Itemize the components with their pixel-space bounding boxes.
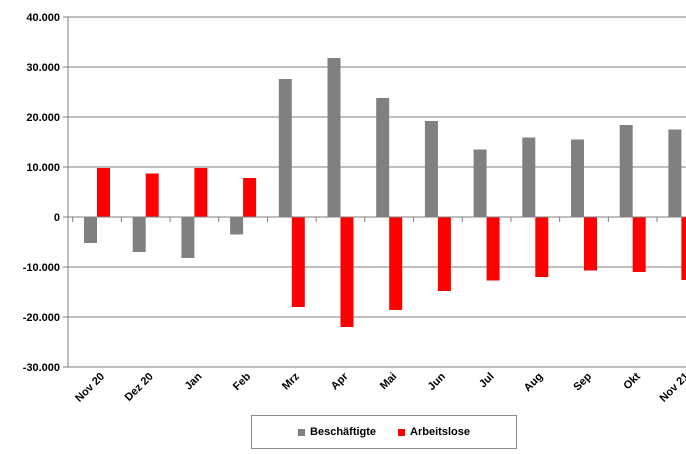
bar-series-1 bbox=[133, 217, 146, 252]
legend-label-series-1: Beschäftigte bbox=[310, 426, 376, 438]
y-tick-labels: 40.000 30.000 20.000 10.000 0 -10.000 -20.000 -… bbox=[23, 12, 60, 374]
bar-series-1 bbox=[522, 138, 535, 218]
bar-series-2 bbox=[389, 217, 402, 310]
y-tick-label: 0 bbox=[54, 212, 60, 224]
bar-series-2 bbox=[243, 178, 256, 217]
bar-series-1 bbox=[376, 98, 389, 217]
x-tick-label: Apr bbox=[329, 370, 351, 392]
bar-series-2 bbox=[633, 217, 646, 272]
bar-series-2 bbox=[97, 168, 110, 217]
bar-series-1 bbox=[620, 125, 633, 217]
x-tick-label: Feb bbox=[231, 370, 254, 393]
legend: Beschäftigte Arbeitslose bbox=[251, 415, 517, 449]
bars bbox=[84, 58, 686, 327]
bar-series-1 bbox=[571, 140, 584, 218]
bar-series-2 bbox=[584, 217, 597, 271]
bar-series-1 bbox=[230, 217, 243, 235]
x-tick-label: Jan bbox=[183, 370, 205, 392]
legend-swatch-series-2 bbox=[398, 429, 405, 436]
legend-item-series-1: Beschäftigte bbox=[298, 426, 376, 438]
bar-series-2 bbox=[535, 217, 548, 277]
bar-series-2 bbox=[681, 217, 686, 280]
bar-series-1 bbox=[328, 58, 341, 217]
x-tick-label: Mrz bbox=[280, 370, 302, 392]
x-tick-label: Jul bbox=[477, 371, 497, 391]
x-tick-label: Sep bbox=[571, 370, 594, 393]
x-tick-label: Jun bbox=[426, 370, 449, 393]
bar-series-2 bbox=[341, 217, 354, 327]
y-tick-label: 30.000 bbox=[26, 62, 60, 74]
x-tick-label: Okt bbox=[621, 370, 643, 392]
x-tick-label: Mai bbox=[378, 371, 399, 392]
y-tick-label: 10.000 bbox=[26, 162, 60, 174]
y-tick-label: -20.000 bbox=[23, 312, 60, 324]
bar-series-2 bbox=[438, 217, 451, 291]
bar-series-2 bbox=[146, 174, 159, 218]
x-tick-label: Nov 21 bbox=[658, 371, 686, 405]
bar-series-1 bbox=[84, 217, 97, 243]
legend-item-series-2: Arbeitslose bbox=[398, 426, 470, 438]
bar-series-2 bbox=[292, 217, 305, 307]
bar-series-1 bbox=[279, 79, 292, 217]
bar-series-2 bbox=[194, 168, 207, 217]
legend-label-series-2: Arbeitslose bbox=[410, 426, 470, 438]
y-tick-label: 40.000 bbox=[26, 12, 60, 24]
y-tick-label: 20.000 bbox=[26, 112, 60, 124]
bar-series-1 bbox=[668, 130, 681, 218]
y-tick-label: -10.000 bbox=[23, 262, 60, 274]
x-tick-label: Aug bbox=[522, 371, 546, 395]
bar-series-1 bbox=[425, 121, 438, 217]
bar-series-2 bbox=[487, 217, 500, 281]
x-tick-label: Nov 20 bbox=[73, 371, 107, 405]
x-tick-label: Dez 20 bbox=[123, 371, 156, 404]
y-tick-label: -30.000 bbox=[23, 362, 60, 374]
bar-series-1 bbox=[181, 217, 194, 258]
x-tick-labels: Nov 20 Dez 20 Jan Feb Mrz Apr Mai Jun Jul Aug Sep O… bbox=[73, 370, 686, 404]
legend-swatch-series-1 bbox=[298, 429, 305, 436]
bar-series-1 bbox=[474, 150, 487, 218]
